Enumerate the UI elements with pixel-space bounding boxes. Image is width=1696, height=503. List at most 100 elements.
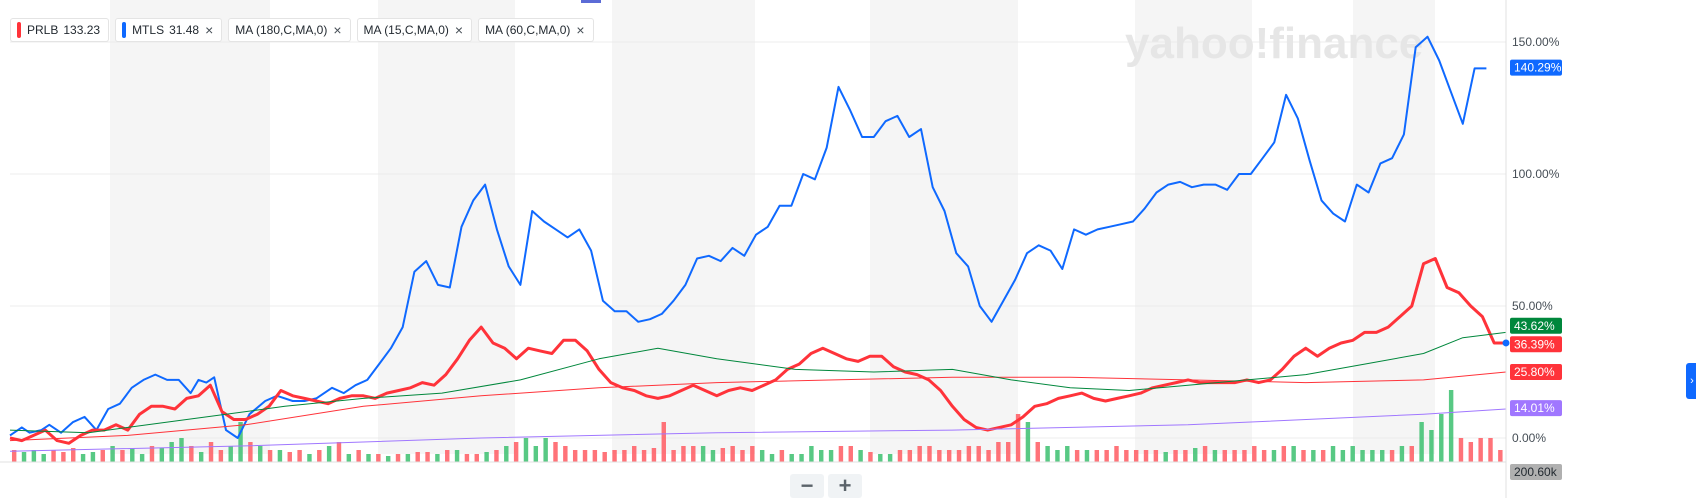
volume-bar — [779, 450, 785, 462]
volume-bar — [1311, 450, 1316, 462]
volume-bar — [543, 438, 548, 462]
volume-bar — [258, 446, 263, 462]
volume-bar — [494, 450, 499, 462]
legend-chip-mtls[interactable]: MTLS 31.48 × — [115, 18, 223, 42]
volume-bar — [238, 422, 243, 462]
volume-bar — [858, 450, 863, 462]
volume-bar — [1439, 414, 1444, 462]
volume-bar — [454, 450, 460, 462]
legend-chip-ma60[interactable]: MA (60,C,MA,0) × — [478, 18, 594, 42]
volume-bar — [592, 450, 598, 462]
legend-chip-prlb[interactable]: PRLB 133.23 — [10, 18, 110, 42]
volume-bar — [848, 446, 853, 462]
volume-bar — [946, 450, 952, 462]
volume-bar — [1320, 450, 1326, 462]
volume-bar — [966, 446, 972, 462]
volume-bar — [484, 452, 489, 462]
volume-bar — [1429, 430, 1434, 462]
volume-bar — [90, 452, 96, 462]
legend-symbol: MA (15,C,MA,0) — [363, 23, 449, 37]
zoom-out-button[interactable]: − — [790, 473, 824, 498]
volume-bar — [139, 454, 145, 462]
volume-bar — [100, 450, 105, 462]
volume-bar — [1488, 438, 1493, 462]
volume-bar — [395, 454, 401, 462]
legend: PRLB 133.23 MTLS 31.48 × MA (180,C,MA,0)… — [10, 18, 594, 42]
series-line — [9, 408, 1507, 452]
volume-bar — [1025, 422, 1031, 462]
volume-bar — [1104, 450, 1109, 462]
volume-bar — [700, 446, 706, 462]
volume-bar — [1006, 442, 1011, 462]
volume-bar — [996, 442, 1001, 462]
close-icon[interactable]: × — [454, 22, 464, 38]
volume-bar — [307, 454, 312, 462]
legend-symbol: PRLB — [27, 23, 59, 37]
volume-bar — [130, 448, 135, 462]
price-label: 25.80% — [1514, 365, 1555, 379]
volume-bar — [228, 446, 233, 462]
price-label: 36.39% — [1514, 337, 1555, 351]
legend-chip-ma180[interactable]: MA (180,C,MA,0) × — [228, 18, 351, 42]
volume-bar — [248, 442, 253, 462]
background-band — [1135, 0, 1252, 454]
volume-bar — [681, 446, 686, 462]
legend-chip-ma15[interactable]: MA (15,C,MA,0) × — [356, 18, 473, 42]
volume-bar — [986, 450, 991, 462]
volume-bar — [976, 446, 981, 462]
volume-bar — [907, 450, 913, 462]
volume-bar — [809, 446, 814, 462]
volume-bar — [1153, 450, 1159, 462]
volume-bar — [31, 450, 37, 462]
volume-bar — [1380, 450, 1385, 462]
volume-bar — [1114, 446, 1119, 462]
volume-bar — [1193, 448, 1198, 462]
close-icon[interactable]: × — [205, 22, 214, 38]
volume-bar — [563, 446, 568, 462]
volume-bar — [277, 450, 283, 462]
close-icon[interactable]: × — [576, 22, 585, 38]
volume-label: 200.60k — [1514, 465, 1558, 479]
volume-bar — [533, 446, 539, 462]
series-line — [9, 35, 1487, 439]
volume-bar — [661, 422, 666, 462]
last-point-marker — [1502, 339, 1510, 347]
volume-bar — [80, 454, 86, 462]
volume-bar — [1232, 450, 1237, 462]
volume-bar — [415, 452, 420, 462]
volume-bar — [838, 446, 844, 462]
volume-bar — [1124, 450, 1129, 462]
zoom-in-button[interactable]: + — [828, 473, 862, 498]
volume-bar — [1261, 450, 1267, 462]
volume-bar — [937, 450, 942, 462]
volume-bar — [41, 454, 46, 462]
zoom-controls: − + — [790, 473, 862, 498]
volume-bar — [691, 446, 696, 462]
volume-bar — [572, 450, 578, 462]
volume-bar — [513, 442, 519, 462]
series-line — [9, 331, 1507, 434]
chevron-right-icon[interactable]: › — [1686, 363, 1696, 399]
close-icon[interactable]: × — [333, 22, 342, 38]
volume-bar — [917, 446, 922, 462]
volume-bar — [11, 450, 17, 462]
volume-bar — [21, 452, 27, 462]
legend-value: 133.23 — [63, 23, 101, 37]
volume-bar — [878, 454, 883, 462]
volume-bar — [1458, 438, 1464, 462]
volume-bar — [1242, 450, 1247, 462]
background-band — [378, 0, 515, 454]
volume-bar — [1222, 450, 1227, 462]
volume-bar — [1409, 446, 1414, 462]
background-band — [870, 0, 1018, 454]
volume-bar — [1399, 446, 1405, 462]
legend-symbol: MA (180,C,MA,0) — [235, 23, 328, 37]
volume-bar — [1291, 446, 1296, 462]
y-tick-label: 100.00% — [1512, 167, 1560, 181]
volume-bar — [1133, 450, 1139, 462]
volume-bar — [169, 442, 174, 462]
volume-bar — [828, 450, 834, 462]
legend-symbol: MTLS — [132, 23, 165, 37]
